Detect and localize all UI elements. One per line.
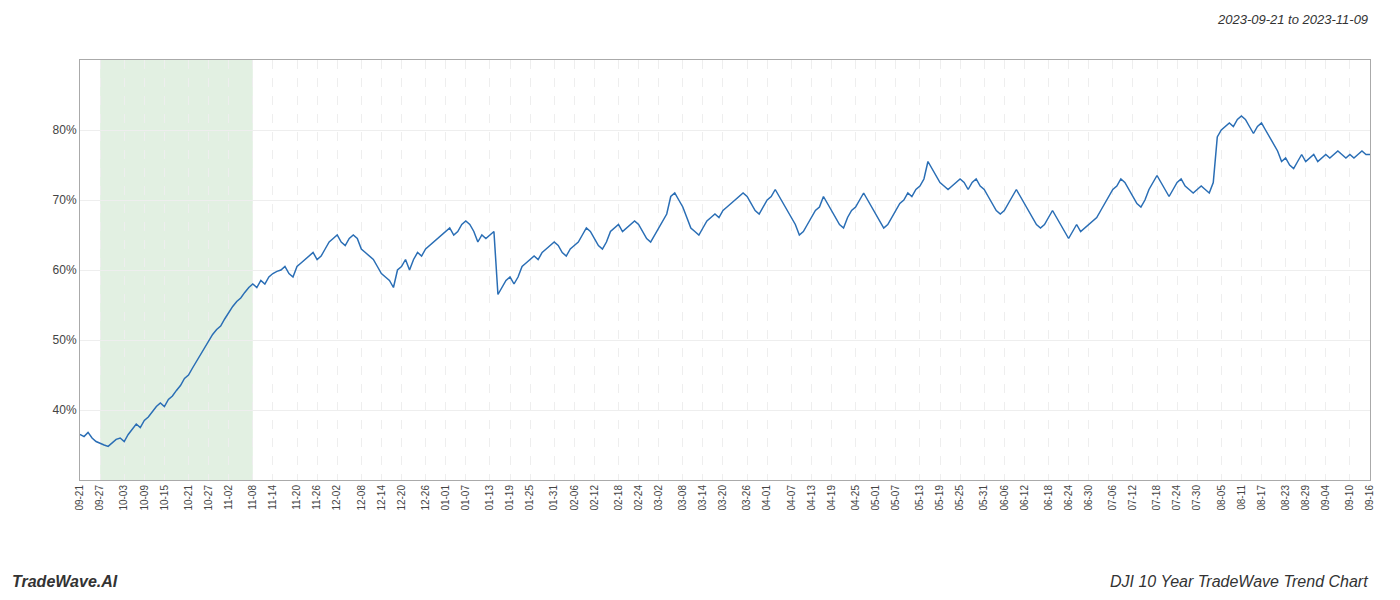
svg-text:06-24: 06-24: [1063, 485, 1074, 511]
svg-text:05-25: 05-25: [954, 485, 965, 511]
svg-text:02-12: 02-12: [589, 485, 600, 511]
svg-text:10-03: 10-03: [118, 485, 129, 511]
svg-text:06-18: 06-18: [1043, 485, 1054, 511]
svg-text:07-12: 07-12: [1127, 485, 1138, 511]
svg-text:12-26: 12-26: [420, 485, 431, 511]
svg-text:08-17: 08-17: [1256, 485, 1267, 511]
svg-text:07-30: 07-30: [1191, 485, 1202, 511]
svg-text:11-08: 11-08: [247, 485, 258, 510]
svg-text:06-30: 06-30: [1083, 485, 1094, 511]
svg-text:10-15: 10-15: [159, 485, 170, 511]
svg-text:05-01: 05-01: [870, 485, 881, 511]
svg-text:01-25: 01-25: [524, 485, 535, 511]
svg-text:05-07: 05-07: [890, 485, 901, 511]
svg-text:06-12: 06-12: [1019, 485, 1030, 511]
svg-text:05-13: 05-13: [914, 485, 925, 511]
svg-text:03-14: 03-14: [697, 485, 708, 511]
svg-text:11-14: 11-14: [267, 485, 278, 510]
svg-text:05-31: 05-31: [978, 485, 989, 511]
svg-text:07-24: 07-24: [1171, 485, 1182, 511]
svg-text:07-06: 07-06: [1107, 485, 1118, 511]
svg-text:11-26: 11-26: [311, 485, 322, 510]
svg-text:2023-09-21 to 2023-11-09: 2023-09-21 to 2023-11-09: [1217, 12, 1368, 27]
svg-text:10-09: 10-09: [139, 485, 150, 511]
svg-text:01-07: 01-07: [460, 485, 471, 511]
svg-text:40%: 40%: [53, 403, 77, 417]
svg-text:03-26: 03-26: [741, 485, 752, 511]
svg-text:02-06: 02-06: [569, 485, 580, 511]
svg-text:04-19: 04-19: [826, 485, 837, 511]
svg-text:80%: 80%: [53, 123, 77, 137]
svg-text:01-01: 01-01: [440, 485, 451, 511]
svg-text:04-07: 04-07: [786, 485, 797, 511]
svg-text:06-06: 06-06: [999, 485, 1010, 511]
svg-text:08-29: 08-29: [1300, 485, 1311, 511]
svg-text:05-19: 05-19: [934, 485, 945, 511]
svg-text:07-18: 07-18: [1151, 485, 1162, 511]
svg-text:01-31: 01-31: [548, 485, 559, 511]
svg-text:12-14: 12-14: [376, 485, 387, 511]
svg-text:12-20: 12-20: [396, 485, 407, 511]
svg-text:09-04: 09-04: [1320, 485, 1331, 511]
svg-text:11-02: 11-02: [223, 485, 234, 510]
svg-text:60%: 60%: [53, 263, 77, 277]
svg-text:08-05: 08-05: [1216, 485, 1227, 511]
svg-text:09-21: 09-21: [74, 485, 85, 511]
svg-text:50%: 50%: [53, 333, 77, 347]
svg-text:02-24: 02-24: [633, 485, 644, 511]
svg-text:04-25: 04-25: [850, 485, 861, 511]
svg-text:02-18: 02-18: [613, 485, 624, 511]
svg-text:03-08: 03-08: [677, 485, 688, 511]
svg-text:09-10: 09-10: [1344, 485, 1355, 511]
svg-text:10-27: 10-27: [203, 485, 214, 511]
svg-text:DJI 10 Year TradeWave Trend Ch: DJI 10 Year TradeWave Trend Chart: [1110, 573, 1368, 590]
svg-text:01-13: 01-13: [484, 485, 495, 511]
svg-text:70%: 70%: [53, 193, 77, 207]
svg-text:10-21: 10-21: [183, 485, 194, 511]
svg-text:11-20: 11-20: [291, 485, 302, 510]
svg-text:08-11: 08-11: [1236, 485, 1247, 510]
svg-text:03-20: 03-20: [717, 485, 728, 511]
svg-text:TradeWave.AI: TradeWave.AI: [12, 573, 118, 590]
svg-text:08-23: 08-23: [1280, 485, 1291, 511]
svg-text:03-02: 03-02: [653, 485, 664, 511]
svg-text:12-02: 12-02: [331, 485, 342, 511]
svg-text:04-13: 04-13: [806, 485, 817, 511]
svg-text:01-19: 01-19: [504, 485, 515, 511]
svg-text:12-08: 12-08: [356, 485, 367, 511]
svg-text:09-27: 09-27: [94, 485, 105, 511]
svg-text:04-01: 04-01: [761, 485, 772, 511]
svg-text:09-16: 09-16: [1364, 485, 1375, 511]
